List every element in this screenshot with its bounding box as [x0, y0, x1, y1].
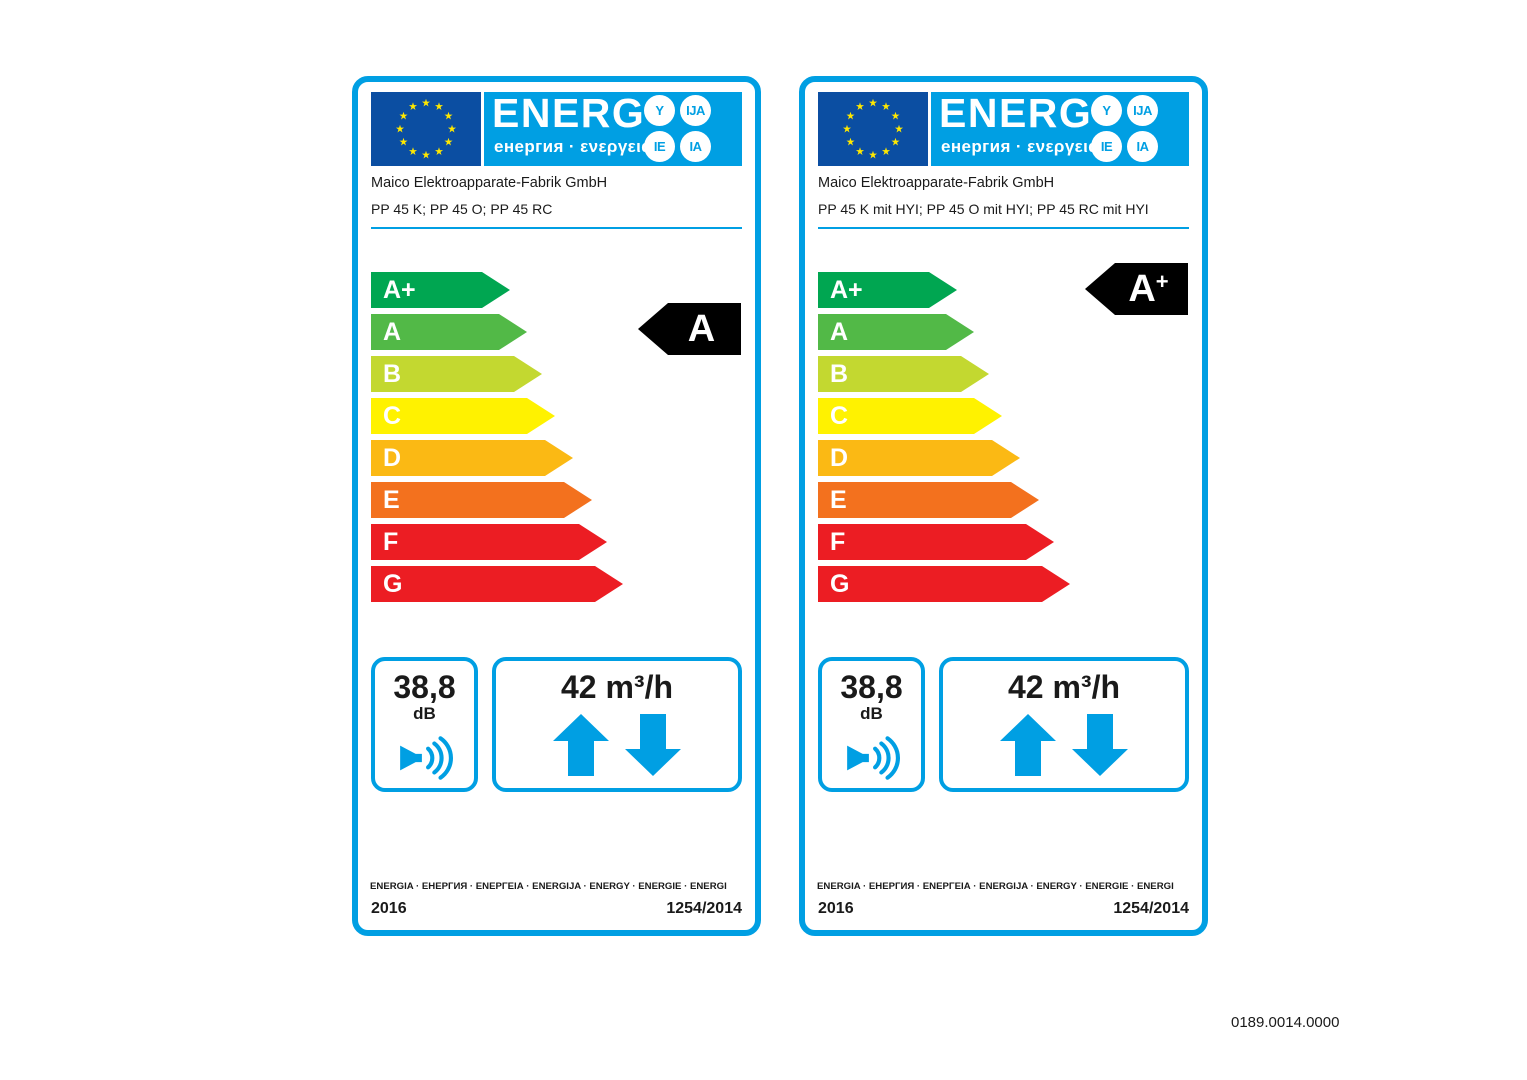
class-bar-label: F [830, 527, 846, 556]
efficiency-scale: A+ A B C D E F G [818, 272, 1070, 608]
noise-unit: dB [413, 703, 436, 723]
badge-text: IA [689, 139, 703, 154]
manufacturer-name: Maico Elektroapparate-Fabrik GmbH [818, 175, 1055, 191]
badge-text: IA [1136, 139, 1150, 154]
rating-letter: A [1128, 268, 1156, 310]
class-bar-g: G [818, 566, 1070, 602]
airflow-arrows [943, 713, 1185, 776]
language-badge: Y [1091, 95, 1122, 126]
class-bar-label: D [383, 443, 402, 472]
language-badge: Y [644, 95, 675, 126]
arrow-up-icon [553, 713, 609, 776]
energy-label: ENERG енергия · ενεργεια Y IJA IE IA Mai… [799, 76, 1208, 936]
class-bar-a: A [371, 314, 527, 350]
badge-text: Y [1102, 103, 1111, 118]
energ-logo: ENERG енергия · ενεργεια Y IJA IE IA [484, 90, 742, 166]
airflow-arrows [496, 713, 738, 776]
class-bar-label: F [383, 527, 399, 556]
energ-logo: ENERG енергия · ενεργεια Y IJA IE IA [931, 90, 1189, 166]
efficiency-scale: A+ A B C D E F G [371, 272, 623, 608]
class-bar-f: F [371, 524, 607, 560]
class-bar-label: B [830, 359, 849, 388]
speaker-icon [822, 732, 921, 784]
airflow-value: 42 m³/h [1007, 669, 1121, 705]
language-badge: IE [644, 131, 675, 162]
label-year: 2016 [818, 900, 854, 917]
rating-plus: + [1155, 269, 1169, 294]
class-bar-b: B [818, 356, 989, 392]
model-names: PP 45 K; PP 45 O; PP 45 RC [371, 201, 553, 217]
language-badge: IA [1127, 131, 1158, 162]
document-code: 0189.0014.0000 [1231, 1014, 1340, 1031]
languages-line: ENERGIA · ЕНЕРГИЯ · ΕΝΕΡΓΕΙΑ · ENERGIJA … [817, 881, 1174, 892]
class-bar-d: D [371, 440, 573, 476]
class-bar-b: B [371, 356, 542, 392]
badge-text: IJA [1133, 103, 1152, 118]
energ-text: ENERG [492, 90, 646, 136]
arrow-down-icon [1072, 713, 1128, 776]
class-bar-label: E [830, 485, 847, 514]
divider-line [818, 227, 1189, 229]
class-bar-g: G [371, 566, 623, 602]
airflow-box: 42 m³/h [492, 657, 742, 792]
class-bar-c: C [818, 398, 1002, 434]
class-bar-label: C [830, 401, 849, 430]
badge-text: IE [1100, 139, 1113, 154]
rating-arrow: A [638, 303, 741, 355]
regulation-number: 1254/2014 [1113, 900, 1189, 917]
badge-text: Y [655, 103, 664, 118]
noise-value: 38,8 [393, 669, 456, 705]
class-bar-label: B [383, 359, 402, 388]
class-bar-label: A [383, 317, 402, 346]
badge-text: IE [653, 139, 666, 154]
label-year: 2016 [371, 900, 407, 917]
energy-label: ENERG енергия · ενεργεια Y IJA IE IA Mai… [352, 76, 761, 936]
class-bar-f: F [818, 524, 1054, 560]
language-badge: IA [680, 131, 711, 162]
energ-subtitle: енергия · ενεργεια [941, 137, 1100, 156]
noise-unit: dB [860, 703, 883, 723]
language-badge: IJA [680, 95, 711, 126]
model-names: PP 45 K mit HYI; PP 45 O mit HYI; PP 45 … [818, 201, 1149, 217]
class-bar-label: A+ [383, 275, 416, 304]
noise-box: 38,8 dB [818, 657, 925, 792]
airflow-box: 42 m³/h [939, 657, 1189, 792]
arrow-down-icon [625, 713, 681, 776]
class-bar-a: A [818, 314, 974, 350]
class-bar-a-plus: A+ [818, 272, 957, 308]
eu-flag-icon [818, 92, 928, 166]
energ-text: ENERG [939, 90, 1093, 136]
class-bar-e: E [818, 482, 1039, 518]
label-header: ENERG енергия · ενεργεια Y IJA IE IA [371, 90, 742, 166]
rating-arrow: A + [1085, 263, 1188, 315]
class-bar-label: G [830, 569, 850, 598]
manufacturer-name: Maico Elektroapparate-Fabrik GmbH [371, 175, 608, 191]
class-bar-label: E [383, 485, 400, 514]
noise-box: 38,8 dB [371, 657, 478, 792]
class-bar-label: A [830, 317, 849, 346]
language-badge: IE [1091, 131, 1122, 162]
languages-line: ENERGIA · ЕНЕРГИЯ · ΕΝΕΡΓΕΙΑ · ENERGIJA … [370, 881, 727, 892]
rating-letter: A [687, 308, 716, 350]
airflow-value: 42 m³/h [560, 669, 674, 705]
class-bar-label: A+ [830, 275, 863, 304]
class-bar-a-plus: A+ [371, 272, 510, 308]
class-bar-label: C [383, 401, 402, 430]
class-bar-c: C [371, 398, 555, 434]
class-bar-label: D [830, 443, 849, 472]
language-badge: IJA [1127, 95, 1158, 126]
class-bar-e: E [371, 482, 592, 518]
speaker-icon [375, 732, 474, 784]
divider-line [371, 227, 742, 229]
eu-flag-icon [371, 92, 481, 166]
badge-text: IJA [686, 103, 705, 118]
noise-value: 38,8 [840, 669, 903, 705]
arrow-up-icon [1000, 713, 1056, 776]
energ-subtitle: енергия · ενεργεια [494, 137, 653, 156]
class-bar-label: G [383, 569, 403, 598]
label-header: ENERG енергия · ενεργεια Y IJA IE IA [818, 90, 1189, 166]
regulation-number: 1254/2014 [666, 900, 742, 917]
class-bar-d: D [818, 440, 1020, 476]
